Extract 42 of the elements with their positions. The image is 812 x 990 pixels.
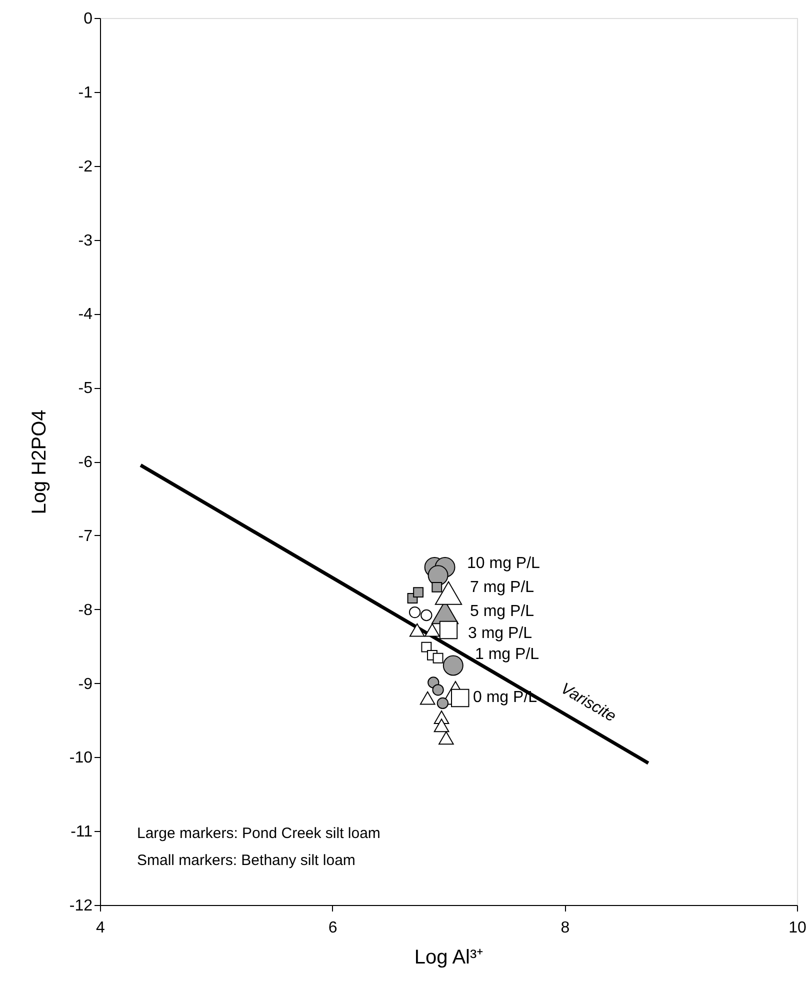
point — [432, 582, 442, 592]
point — [409, 623, 425, 637]
point — [420, 609, 432, 622]
y-tick-label: -10 — [69, 750, 93, 767]
annotation: 1 mg P/L — [475, 646, 540, 663]
y-tick-label: -12 — [69, 898, 93, 914]
y-tick-label: -9 — [78, 676, 93, 693]
y-tick-label: -2 — [78, 158, 93, 176]
x-tick-label: 10 — [788, 920, 806, 936]
y-tick-label: -7 — [78, 528, 93, 545]
point — [438, 731, 454, 745]
annotation: 7 mg P/L — [470, 579, 534, 596]
point — [439, 620, 458, 640]
y-tick-label: -4 — [78, 306, 93, 324]
y-tick-label: -6 — [78, 454, 93, 471]
y-tick-label: -11 — [70, 824, 93, 841]
point — [432, 684, 444, 696]
y-axis-title: Log H2PO4 — [28, 410, 50, 514]
point — [413, 587, 424, 598]
point — [424, 623, 440, 637]
x-axis-title: Log Al³⁺ — [414, 946, 484, 968]
annotation: 10 mg P/L — [467, 555, 540, 572]
annotation: 5 mg P/L — [470, 603, 534, 620]
x-tick-label: 8 — [560, 920, 570, 936]
y-tick-label: -1 — [78, 84, 93, 102]
point — [420, 691, 436, 705]
annotation: Large markers: Pond Creek silt loam — [137, 825, 380, 842]
point — [434, 581, 462, 605]
y-tick-label: -5 — [78, 380, 93, 398]
y-tick-label: -3 — [78, 232, 93, 250]
point — [432, 652, 444, 664]
point — [428, 565, 448, 586]
y-tick-label: -8 — [78, 602, 93, 619]
x-tick-label: 6 — [328, 920, 338, 936]
x-tick-label: 4 — [96, 920, 106, 936]
annotation: Small markers: Bethany silt loam — [137, 852, 356, 869]
annotation: 3 mg P/L — [468, 625, 532, 642]
y-tick-label: 0 — [84, 10, 93, 28]
point — [434, 718, 450, 732]
point — [436, 697, 449, 710]
point — [408, 606, 421, 618]
point — [442, 655, 464, 676]
